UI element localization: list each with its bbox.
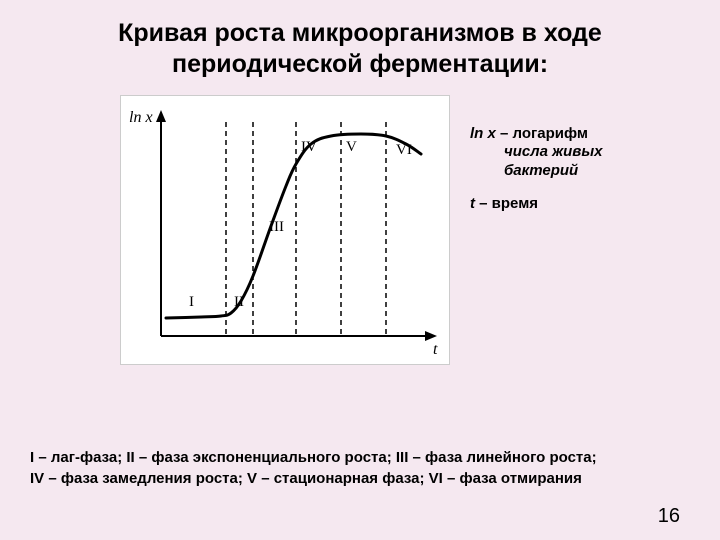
svg-text:V: V	[346, 139, 357, 155]
svg-text:VI: VI	[396, 142, 412, 158]
footer-line-1: I – лаг-фаза; II – фаза экспоненциальног…	[30, 447, 690, 469]
legend-column: ln x – логарифм числа живых бактерий t –…	[470, 95, 690, 228]
content-row: IIIIIIIVVVIln xt ln x – логарифм числа ж…	[30, 95, 690, 365]
legend-t: t – время	[470, 195, 690, 214]
svg-text:IV: IV	[301, 139, 317, 155]
title-line-1: Кривая роста микроорганизмов в ходе	[118, 19, 602, 47]
legend-lnx-sub1: числа живых	[470, 143, 690, 162]
svg-text:II: II	[234, 294, 244, 310]
svg-text:t: t	[433, 341, 438, 358]
svg-text:ln x: ln x	[129, 109, 153, 126]
phase-descriptions: I – лаг-фаза; II – фаза экспоненциальног…	[30, 447, 690, 491]
legend-lnx: ln x – логарифм числа живых бактерий	[470, 125, 690, 181]
page-number: 16	[658, 505, 680, 528]
legend-lnx-symbol: ln x	[470, 125, 496, 142]
legend-lnx-text: – логарифм	[496, 125, 588, 142]
svg-text:I: I	[189, 294, 194, 310]
growth-curve-chart: IIIIIIIVVVIln xt	[120, 95, 450, 365]
legend-lnx-sub2: бактерий	[470, 162, 690, 181]
page-title: Кривая роста микроорганизмов в ходе пери…	[30, 18, 690, 81]
footer-line-2: IV – фаза замедления роста; V – стациона…	[30, 468, 690, 490]
svg-text:III: III	[269, 219, 284, 235]
title-line-2: периодической ферментации:	[172, 50, 548, 78]
legend-t-text: – время	[475, 195, 538, 212]
